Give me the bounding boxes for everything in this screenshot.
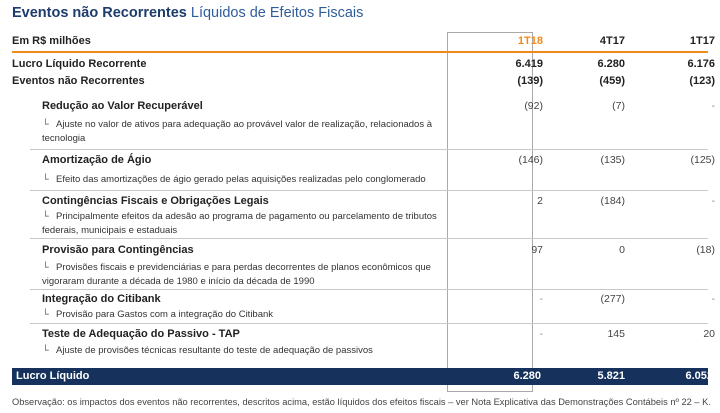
table-header: Em R$ milhões 1T18 4T17 1T17 <box>12 35 715 51</box>
title-bold: Eventos não Recorrentes <box>12 5 187 21</box>
section-description: └ Provisão para Gastos com a integração d… <box>42 309 274 320</box>
section-value-1t17: (125) <box>690 154 715 166</box>
section-value-4t17: (135) <box>600 154 625 166</box>
highlight-column-frame <box>447 32 533 392</box>
row-label: Lucro Líquido Recorrente <box>12 58 147 70</box>
row-lucro-recorrente: Lucro Líquido Recorrente 6.419 6.280 6.1… <box>12 58 715 72</box>
section-citibank: Integração do Citibank - (277) - └ Provis… <box>12 293 715 323</box>
row-value-1t17: 6.176 <box>687 58 715 70</box>
row-separator <box>30 323 708 324</box>
section-description: └ Ajuste no valor de ativos para adequaçã… <box>42 119 433 144</box>
row-value-4t17: 6.280 <box>597 58 625 70</box>
row-value-1t17: (123) <box>689 75 715 87</box>
section-value-1t18: - <box>539 293 544 305</box>
section-value-1t18: 2 <box>537 195 543 207</box>
corner-arrow-icon: └ <box>42 211 49 222</box>
section-value-1t17: - <box>711 195 716 207</box>
total-value-1t17: 6.052 <box>685 370 713 382</box>
section-label: Integração do Citibank <box>42 293 161 305</box>
section-label: Amortização de Ágio <box>42 154 152 166</box>
header-divider <box>12 51 708 53</box>
section-value-4t17: 0 <box>619 244 625 256</box>
section-tap: Teste de Adequação do Passivo - TAP - 14… <box>12 328 715 360</box>
section-description: └ Principalmente efeitos da adesão ao pro… <box>42 211 437 236</box>
section-reducao: Redução ao Valor Recuperável (92) (7) - … <box>12 100 715 144</box>
section-value-4t17: (7) <box>612 100 625 112</box>
row-label: Eventos não Recorrentes <box>12 75 145 87</box>
section-value-1t18: (92) <box>524 100 543 112</box>
section-value-4t17: (184) <box>600 195 625 207</box>
header-col1: 1T18 <box>517 35 543 47</box>
corner-arrow-icon: └ <box>42 174 49 185</box>
corner-arrow-icon: └ <box>42 309 49 320</box>
section-label: Contingências Fiscais e Obrigações Legai… <box>42 195 269 207</box>
header-col3: 1T17 <box>689 35 715 47</box>
corner-arrow-icon: └ <box>42 262 49 273</box>
section-amortizacao: Amortização de Ágio (146) (135) (125) └ E… <box>12 154 715 188</box>
header-col2: 4T17 <box>599 35 625 47</box>
section-value-1t18: 97 <box>531 244 543 256</box>
section-provisao-contingencias: Provisão para Contingências 97 0 (18) └ P… <box>12 244 715 290</box>
section-label: Redução ao Valor Recuperável <box>42 100 203 112</box>
section-label: Teste de Adequação do Passivo - TAP <box>42 328 240 340</box>
section-value-1t17: - <box>711 293 716 305</box>
row-separator <box>30 289 708 290</box>
observation-note: Observação: os impactos dos eventos não … <box>12 397 711 407</box>
section-value-1t17: - <box>711 100 716 112</box>
section-description: └ Efeito das amortizações de ágio gerado … <box>42 174 426 185</box>
row-eventos: Eventos não Recorrentes (139) (459) (123… <box>12 75 715 89</box>
total-label: Lucro Líquido <box>16 370 90 382</box>
title-light: Líquidos de Efeitos Fiscais <box>190 5 364 21</box>
section-value-4t17: 145 <box>607 328 625 340</box>
section-value-1t18: - <box>539 328 544 340</box>
section-value-4t17: (277) <box>600 293 625 305</box>
page-title: Eventos não Recorrentes Líquidos de Efeit… <box>12 5 363 21</box>
corner-arrow-icon: └ <box>42 119 49 130</box>
row-value-1t18: 6.419 <box>515 58 543 70</box>
corner-arrow-icon: └ <box>42 345 49 356</box>
section-value-1t18: (146) <box>518 154 543 166</box>
section-description: └ Provisões fiscais e previdenciárias e p… <box>42 262 431 287</box>
section-value-1t17: (18) <box>696 244 715 256</box>
header-label: Em R$ milhões <box>12 35 91 47</box>
total-value-1t18: 6.280 <box>513 370 541 382</box>
section-label: Provisão para Contingências <box>42 244 194 256</box>
row-separator <box>30 238 708 239</box>
section-description: └ Ajuste de provisões técnicas resultante… <box>42 345 373 356</box>
row-separator <box>30 190 708 191</box>
section-value-1t17: 20 <box>703 328 715 340</box>
total-row: Lucro Líquido 6.280 5.821 6.052 <box>12 368 713 385</box>
row-separator <box>30 149 708 150</box>
total-value-4t17: 5.821 <box>597 370 625 382</box>
row-value-1t18: (139) <box>517 75 543 87</box>
section-contingencias-fiscais: Contingências Fiscais e Obrigações Legai… <box>12 195 715 239</box>
row-value-4t17: (459) <box>599 75 625 87</box>
